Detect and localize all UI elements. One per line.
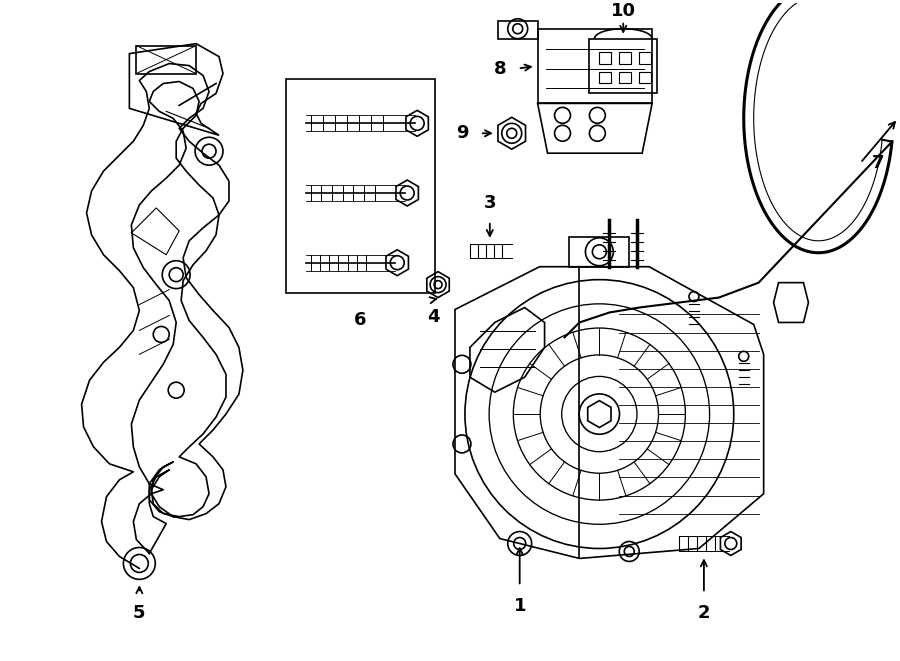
- Text: 8: 8: [493, 59, 506, 77]
- Text: 10: 10: [611, 2, 635, 20]
- Text: 6: 6: [354, 311, 366, 329]
- Text: 9: 9: [455, 124, 468, 142]
- Bar: [285, 79, 435, 293]
- Bar: [599, 52, 611, 63]
- Text: 3: 3: [483, 194, 496, 212]
- Bar: [639, 71, 651, 83]
- Text: 7: 7: [872, 154, 885, 172]
- Text: 4: 4: [427, 309, 439, 327]
- Bar: [619, 52, 631, 63]
- Bar: [537, 28, 652, 103]
- Bar: [619, 71, 631, 83]
- Text: 1: 1: [513, 598, 526, 615]
- Bar: [599, 71, 611, 83]
- Bar: [639, 52, 651, 63]
- Bar: [590, 39, 657, 93]
- Text: 2: 2: [698, 604, 710, 622]
- Text: 5: 5: [133, 604, 146, 622]
